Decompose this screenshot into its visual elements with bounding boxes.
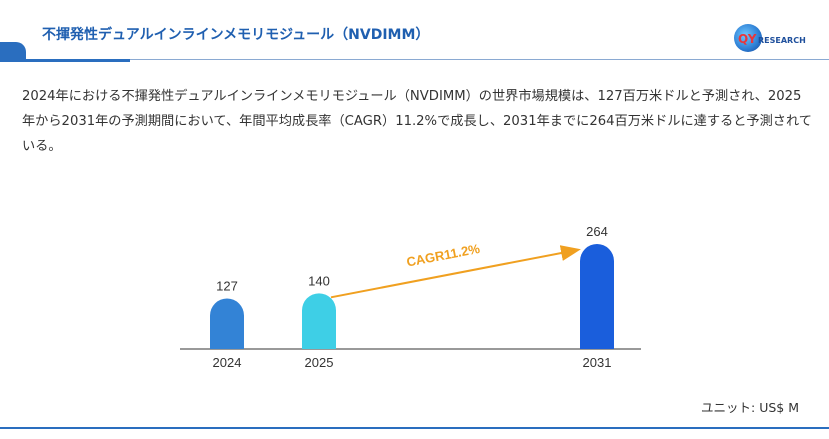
- bar-2025: [302, 293, 336, 349]
- bar-2031: [580, 244, 614, 349]
- bar-group: 127 2024 140 2025 264 2031: [210, 224, 614, 370]
- value-label-2025: 140: [308, 273, 330, 288]
- market-description: 2024年における不揮発性デュアルインラインメモリモジュール（NVDIMM）の世…: [22, 89, 812, 154]
- page-title: 不揮発性デュアルインラインメモリモジュール（NVDIMM）: [42, 27, 430, 43]
- qyresearch-logo: QY RESEARCH: [732, 22, 812, 58]
- logo-globe-icon: [734, 24, 762, 52]
- header-divider-accent: [26, 59, 130, 62]
- header-accent-tab: [0, 42, 26, 62]
- header-divider: [26, 59, 829, 60]
- bar-2024: [210, 298, 244, 349]
- value-label-2024: 127: [216, 278, 238, 293]
- header-bar: 不揮発性デュアルインラインメモリモジュール（NVDIMM） QY RESEARC…: [0, 0, 829, 66]
- cagr-arrow: [330, 245, 581, 299]
- cagr-label: CAGR11.2%: [405, 241, 481, 270]
- category-label-2024: 2024: [213, 355, 242, 370]
- logo-wordmark: RESEARCH: [758, 36, 806, 45]
- category-label-2031: 2031: [583, 355, 612, 370]
- unit-label: ユニット: US$ M: [701, 400, 799, 415]
- value-label-2031: 264: [586, 224, 608, 239]
- logo-mark: QY: [738, 32, 756, 46]
- category-label-2025: 2025: [305, 355, 334, 370]
- footer-divider: [0, 427, 829, 429]
